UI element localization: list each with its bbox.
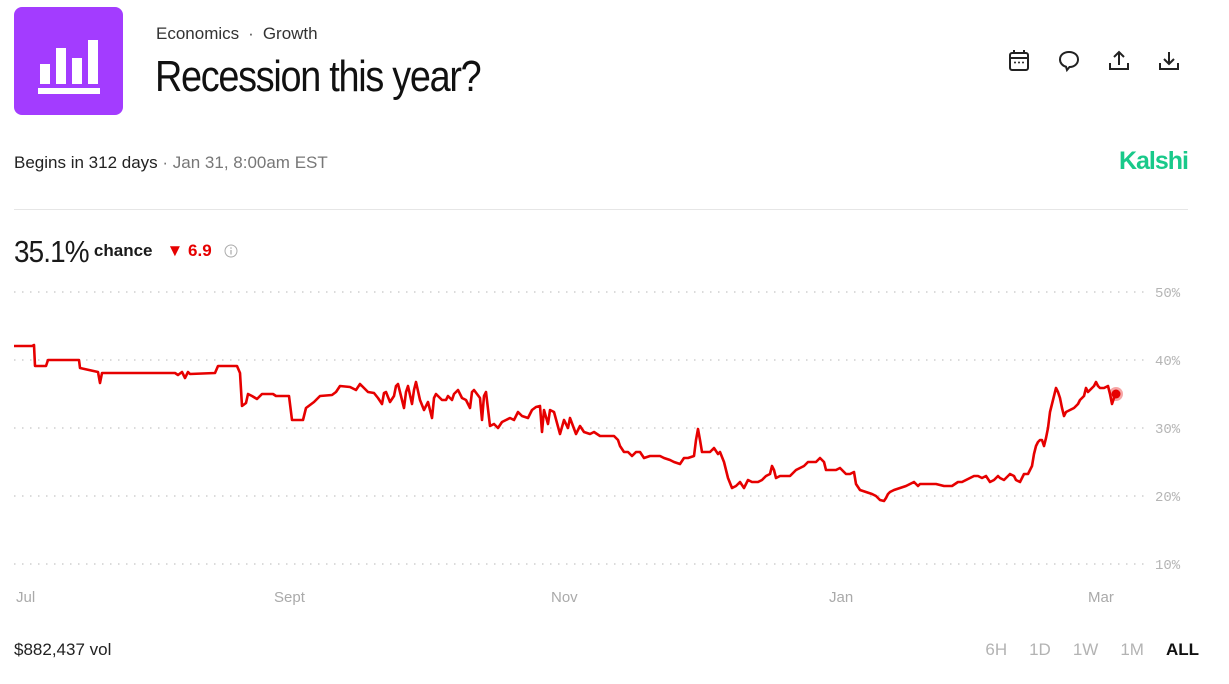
range-1d[interactable]: 1D: [1029, 640, 1051, 659]
current-point: [1111, 389, 1121, 399]
x-tick-nov: Nov: [551, 589, 578, 606]
x-tick-mar: Mar: [1088, 589, 1114, 606]
y-tick-40: 40%: [1155, 354, 1181, 370]
y-axis-labels: 50% 40% 30% 20% 10%: [1155, 286, 1181, 574]
category-logo: [14, 7, 123, 115]
info-icon[interactable]: [224, 244, 238, 258]
price-line: [14, 343, 1118, 503]
page-title: Recession this year?: [155, 52, 482, 101]
begins-date: · Jan 31, 8:00am EST: [162, 153, 328, 172]
y-tick-50: 50%: [1155, 286, 1181, 302]
breadcrumb: Economics · Growth: [156, 24, 318, 43]
chance-delta: ▼ 6.9: [166, 241, 212, 260]
bar-chart-icon: [38, 40, 100, 94]
range-1w[interactable]: 1W: [1072, 640, 1099, 659]
kalshi-logo[interactable]: Kalshi: [1118, 147, 1189, 175]
gridlines: [14, 291, 1148, 565]
divider: [14, 209, 1188, 210]
chance-summary: 35.1% chance ▼ 6.9: [14, 234, 238, 270]
begins-countdown: Begins in 312 days: [14, 153, 158, 172]
x-tick-jul: Jul: [16, 589, 36, 606]
comment-icon[interactable]: [1056, 48, 1082, 74]
x-tick-sept: Sept: [274, 589, 305, 606]
calendar-icon[interactable]: [1006, 48, 1032, 74]
time-range-selector: 6H 1D 1W 1M ALL: [985, 640, 1199, 660]
action-toolbar: [1006, 48, 1182, 74]
volume: $882,437 vol: [14, 640, 112, 659]
range-1m[interactable]: 1M: [1120, 640, 1144, 659]
price-chart[interactable]: 50% 40% 30% 20% 10%: [0, 280, 1229, 580]
event-timing: Begins in 312 days · Jan 31, 8:00am EST: [14, 153, 328, 173]
y-tick-20: 20%: [1155, 490, 1181, 506]
y-tick-10: 10%: [1155, 558, 1181, 574]
share-icon[interactable]: [1106, 48, 1132, 74]
range-6h[interactable]: 6H: [985, 640, 1008, 659]
breadcrumb-category[interactable]: Economics: [156, 24, 240, 43]
range-all[interactable]: ALL: [1165, 640, 1199, 659]
chance-percent: 35.1%: [14, 234, 90, 269]
breadcrumb-subcategory[interactable]: Growth: [262, 24, 318, 43]
x-tick-jan: Jan: [829, 589, 854, 606]
chance-label: chance: [93, 241, 153, 260]
download-icon[interactable]: [1156, 48, 1182, 74]
y-tick-30: 30%: [1155, 422, 1181, 438]
